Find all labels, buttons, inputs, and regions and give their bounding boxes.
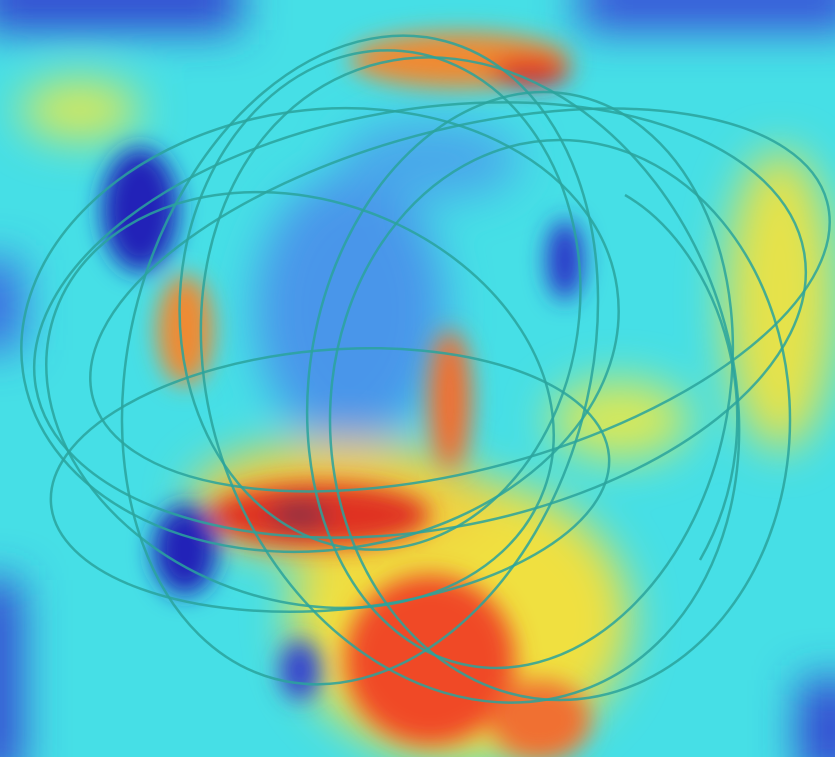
stroke: [328, 138, 792, 702]
blob: [0, 580, 20, 757]
stroke: [178, 49, 582, 551]
stroke: [45, 190, 555, 610]
blob: [20, 80, 140, 140]
blob: [153, 505, 217, 595]
stroke: [624, 193, 739, 561]
stroke: [199, 56, 741, 704]
blob: [0, 0, 240, 30]
blob: [547, 220, 583, 300]
blob: [428, 330, 472, 470]
stroke: [120, 34, 600, 686]
blob: [580, 0, 835, 30]
hot-blobs: [102, 32, 590, 757]
blob: [0, 260, 20, 350]
blob: [800, 680, 835, 757]
stroke: [305, 90, 735, 670]
blob: [550, 380, 690, 460]
blob: [490, 58, 570, 86]
stroke: [49, 346, 611, 614]
blob: [345, 575, 515, 745]
blob: [157, 275, 213, 385]
blob: [255, 175, 445, 445]
blob: [725, 150, 835, 450]
stroke: [89, 107, 831, 493]
blob: [280, 640, 320, 700]
